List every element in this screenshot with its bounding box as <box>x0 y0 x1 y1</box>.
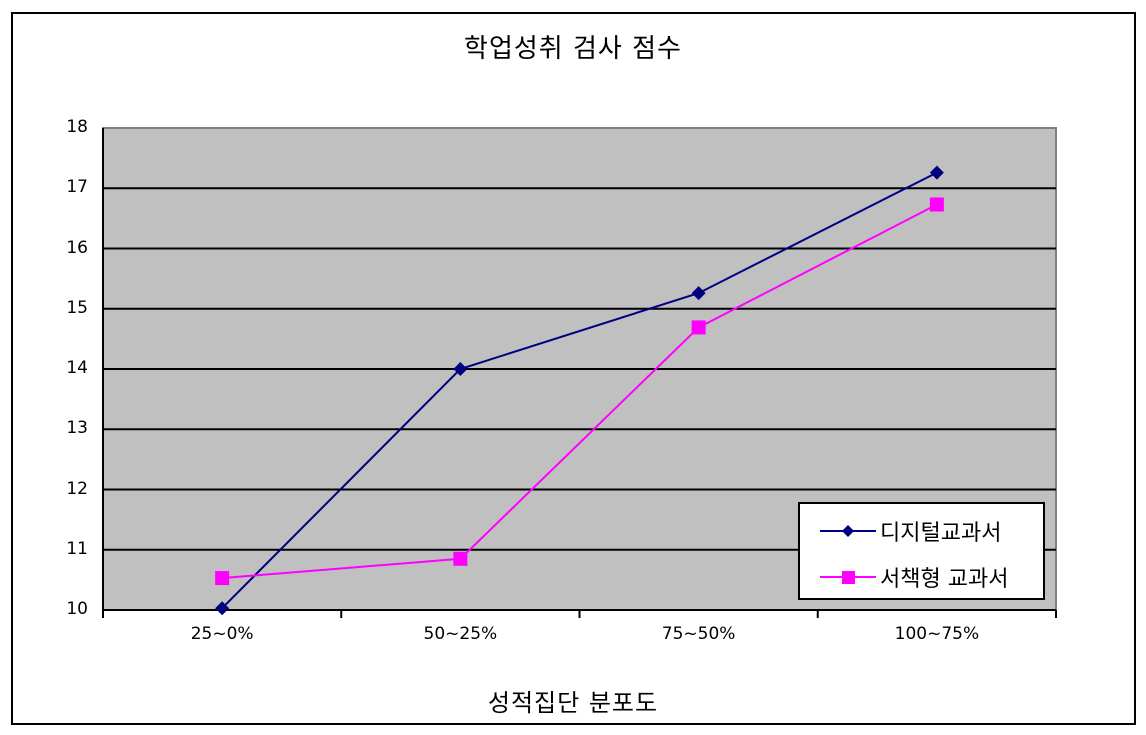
square-marker-icon <box>929 197 944 212</box>
square-marker-icon <box>691 320 706 335</box>
legend-label: 서책형 교과서 <box>880 567 1009 592</box>
square-marker-icon <box>820 571 876 584</box>
y-tick-label: 18 <box>66 117 88 137</box>
diamond-marker-icon <box>215 601 230 616</box>
diamond-marker-icon <box>691 286 706 301</box>
diamond-marker-icon <box>929 165 944 180</box>
square-marker-icon <box>453 551 468 566</box>
series-line-1 <box>222 203 938 580</box>
y-tick-label: 13 <box>66 418 88 439</box>
y-tick-label: 12 <box>66 478 88 499</box>
chart-title: 학업성취 검사 점수 <box>464 34 682 64</box>
square-marker-icon <box>215 571 230 586</box>
x-tick-label: 25~0% <box>190 624 254 644</box>
series-line-0 <box>221 171 938 609</box>
y-tick-label: 14 <box>66 358 88 378</box>
legend-item-print: 서책형 교과서 <box>818 562 1008 592</box>
y-tick-label: 11 <box>66 538 88 559</box>
legend: 디지털교과서 서책형 교과서 <box>798 502 1045 600</box>
x-tick-label: 100~75% <box>894 624 980 644</box>
y-tick-label: 10 <box>66 599 88 619</box>
legend-item-digital: 디지털교과서 <box>818 516 1001 546</box>
y-tick-label: 17 <box>66 177 88 198</box>
diamond-marker-icon <box>453 362 468 376</box>
x-axis-title: 성적집단 분포도 <box>487 689 659 717</box>
y-tick-label: 16 <box>66 237 88 258</box>
diamond-marker-icon <box>820 525 876 537</box>
legend-label: 디지털교과서 <box>880 521 1002 546</box>
y-tick-label: 15 <box>66 297 88 318</box>
x-tick-label: 50~25% <box>423 624 498 644</box>
x-tick-label: 75~50% <box>661 624 736 644</box>
